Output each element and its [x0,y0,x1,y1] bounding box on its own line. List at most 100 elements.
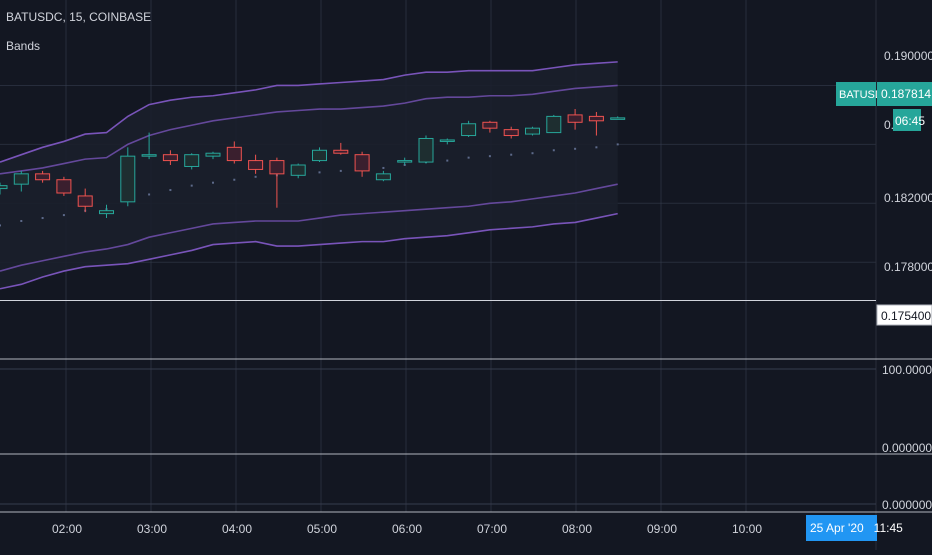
last-price-symbol-tag [836,82,876,106]
dot-10 [212,181,214,184]
time-crosshair-label: 25 Apr '20 11:45 [810,521,903,535]
dot-28 [595,146,598,149]
dot-18 [382,166,385,169]
candle-body-15 [312,149,327,162]
candle-body-12 [248,160,264,170]
candle-02:45 [99,204,114,219]
candle-01:45 [13,170,29,192]
band-lower_outer [0,212,618,290]
candle-body-17 [354,154,370,172]
time-tick-0: 02:00 [52,522,82,536]
dot-0 [0,224,1,227]
time-crosshair-tag [806,515,877,541]
candle-body-24 [503,129,519,137]
dot-23 [488,155,491,158]
candle-body-25 [525,127,540,135]
band-upper_outer [0,61,618,163]
dot-22 [467,156,470,159]
dot-12 [254,175,257,178]
time-tick-4: 06:00 [392,522,422,536]
candle-body-28 [588,115,604,122]
dot-25 [531,152,534,155]
candle-body-0 [0,185,8,190]
band-upper_inner [0,84,618,175]
last-price-tag [877,82,932,106]
bands-fill [0,61,618,289]
candle-04:00 [205,151,221,160]
candle-body-10 [205,152,221,157]
time-tick-2: 04:00 [222,522,252,536]
dot-1 [20,219,23,222]
candle-body-19 [397,160,413,163]
candle-04:15 [226,141,242,164]
candle-03:30 [162,150,178,166]
candle-07:30 [503,126,519,139]
dot-15 [318,171,321,174]
band-lower_inner [0,183,618,272]
candle-02:15 [56,176,72,196]
candle-06:15 [397,157,413,166]
countdown-tag [893,109,921,131]
candle-body-22 [461,123,477,137]
candle-01:30 [0,182,8,195]
candle-body-13 [269,160,285,175]
price-tick-0: 0.190000 [884,49,932,63]
time-tick-6: 08:00 [562,522,592,536]
candle-body-2 [35,173,51,181]
candle-body-9 [184,154,200,167]
time-tick-1: 03:00 [137,522,167,536]
candle-08:45 [610,116,626,120]
dot-29 [616,143,619,146]
candle-03:45 [184,153,200,170]
dot-26 [552,149,555,152]
time-tick-5: 07:00 [477,522,507,536]
candle-body-26 [546,115,562,134]
candle-body-16 [333,149,349,154]
candle-02:00 [35,170,51,183]
candle-06:45 [439,138,455,145]
candle-04:30 [248,154,264,174]
dot-8 [169,189,172,192]
candle-07:00 [461,120,477,138]
candle-05:00 [290,163,306,179]
candle-body-7 [141,154,157,157]
dot-21 [446,159,449,162]
candle-08:15 [567,109,583,130]
candlestick-series [0,109,626,219]
candle-body-20 [418,137,434,163]
time-axis[interactable]: 02:00 03:00 04:00 05:00 06:00 07:00 08:00 09:00… [52,522,762,536]
candle-body-14 [290,164,306,176]
candle-03:15 [141,132,157,160]
dot-24 [510,153,513,156]
candle-06:00 [375,170,391,182]
candle-body-3 [56,179,72,194]
candle-05:30 [333,142,349,155]
crosshair-price-tag [876,304,932,326]
candle-07:15 [482,120,498,133]
candle-04:45 [269,157,285,208]
candle-body-29 [610,117,626,120]
crosshair-price-value: 0.175400 [881,309,931,323]
candle-body-23 [482,121,498,129]
dot-9 [190,184,193,187]
candle-body-6 [120,155,136,203]
candle-03:00 [120,147,136,207]
time-tick-7: 09:00 [647,522,677,536]
symbol-title: BATUSDC, 15, COINBASE [6,10,151,24]
dot-27 [574,147,577,150]
countdown-value: 06:45 [895,114,925,128]
price-tick-1: 0.182000 [884,191,932,205]
candle-08:30 [588,111,604,136]
time-tick-3: 05:00 [307,522,337,536]
candle-05:15 [312,147,327,163]
dot-2 [41,217,44,220]
candle-body-27 [567,114,583,123]
dot-16 [339,169,342,172]
price-tick-2: 0.178000 [884,260,932,274]
osc-tick-0: 100.000000 [882,363,932,377]
candle-body-4 [77,195,93,207]
candle-body-18 [375,173,391,181]
candle-06:30 [418,135,434,164]
